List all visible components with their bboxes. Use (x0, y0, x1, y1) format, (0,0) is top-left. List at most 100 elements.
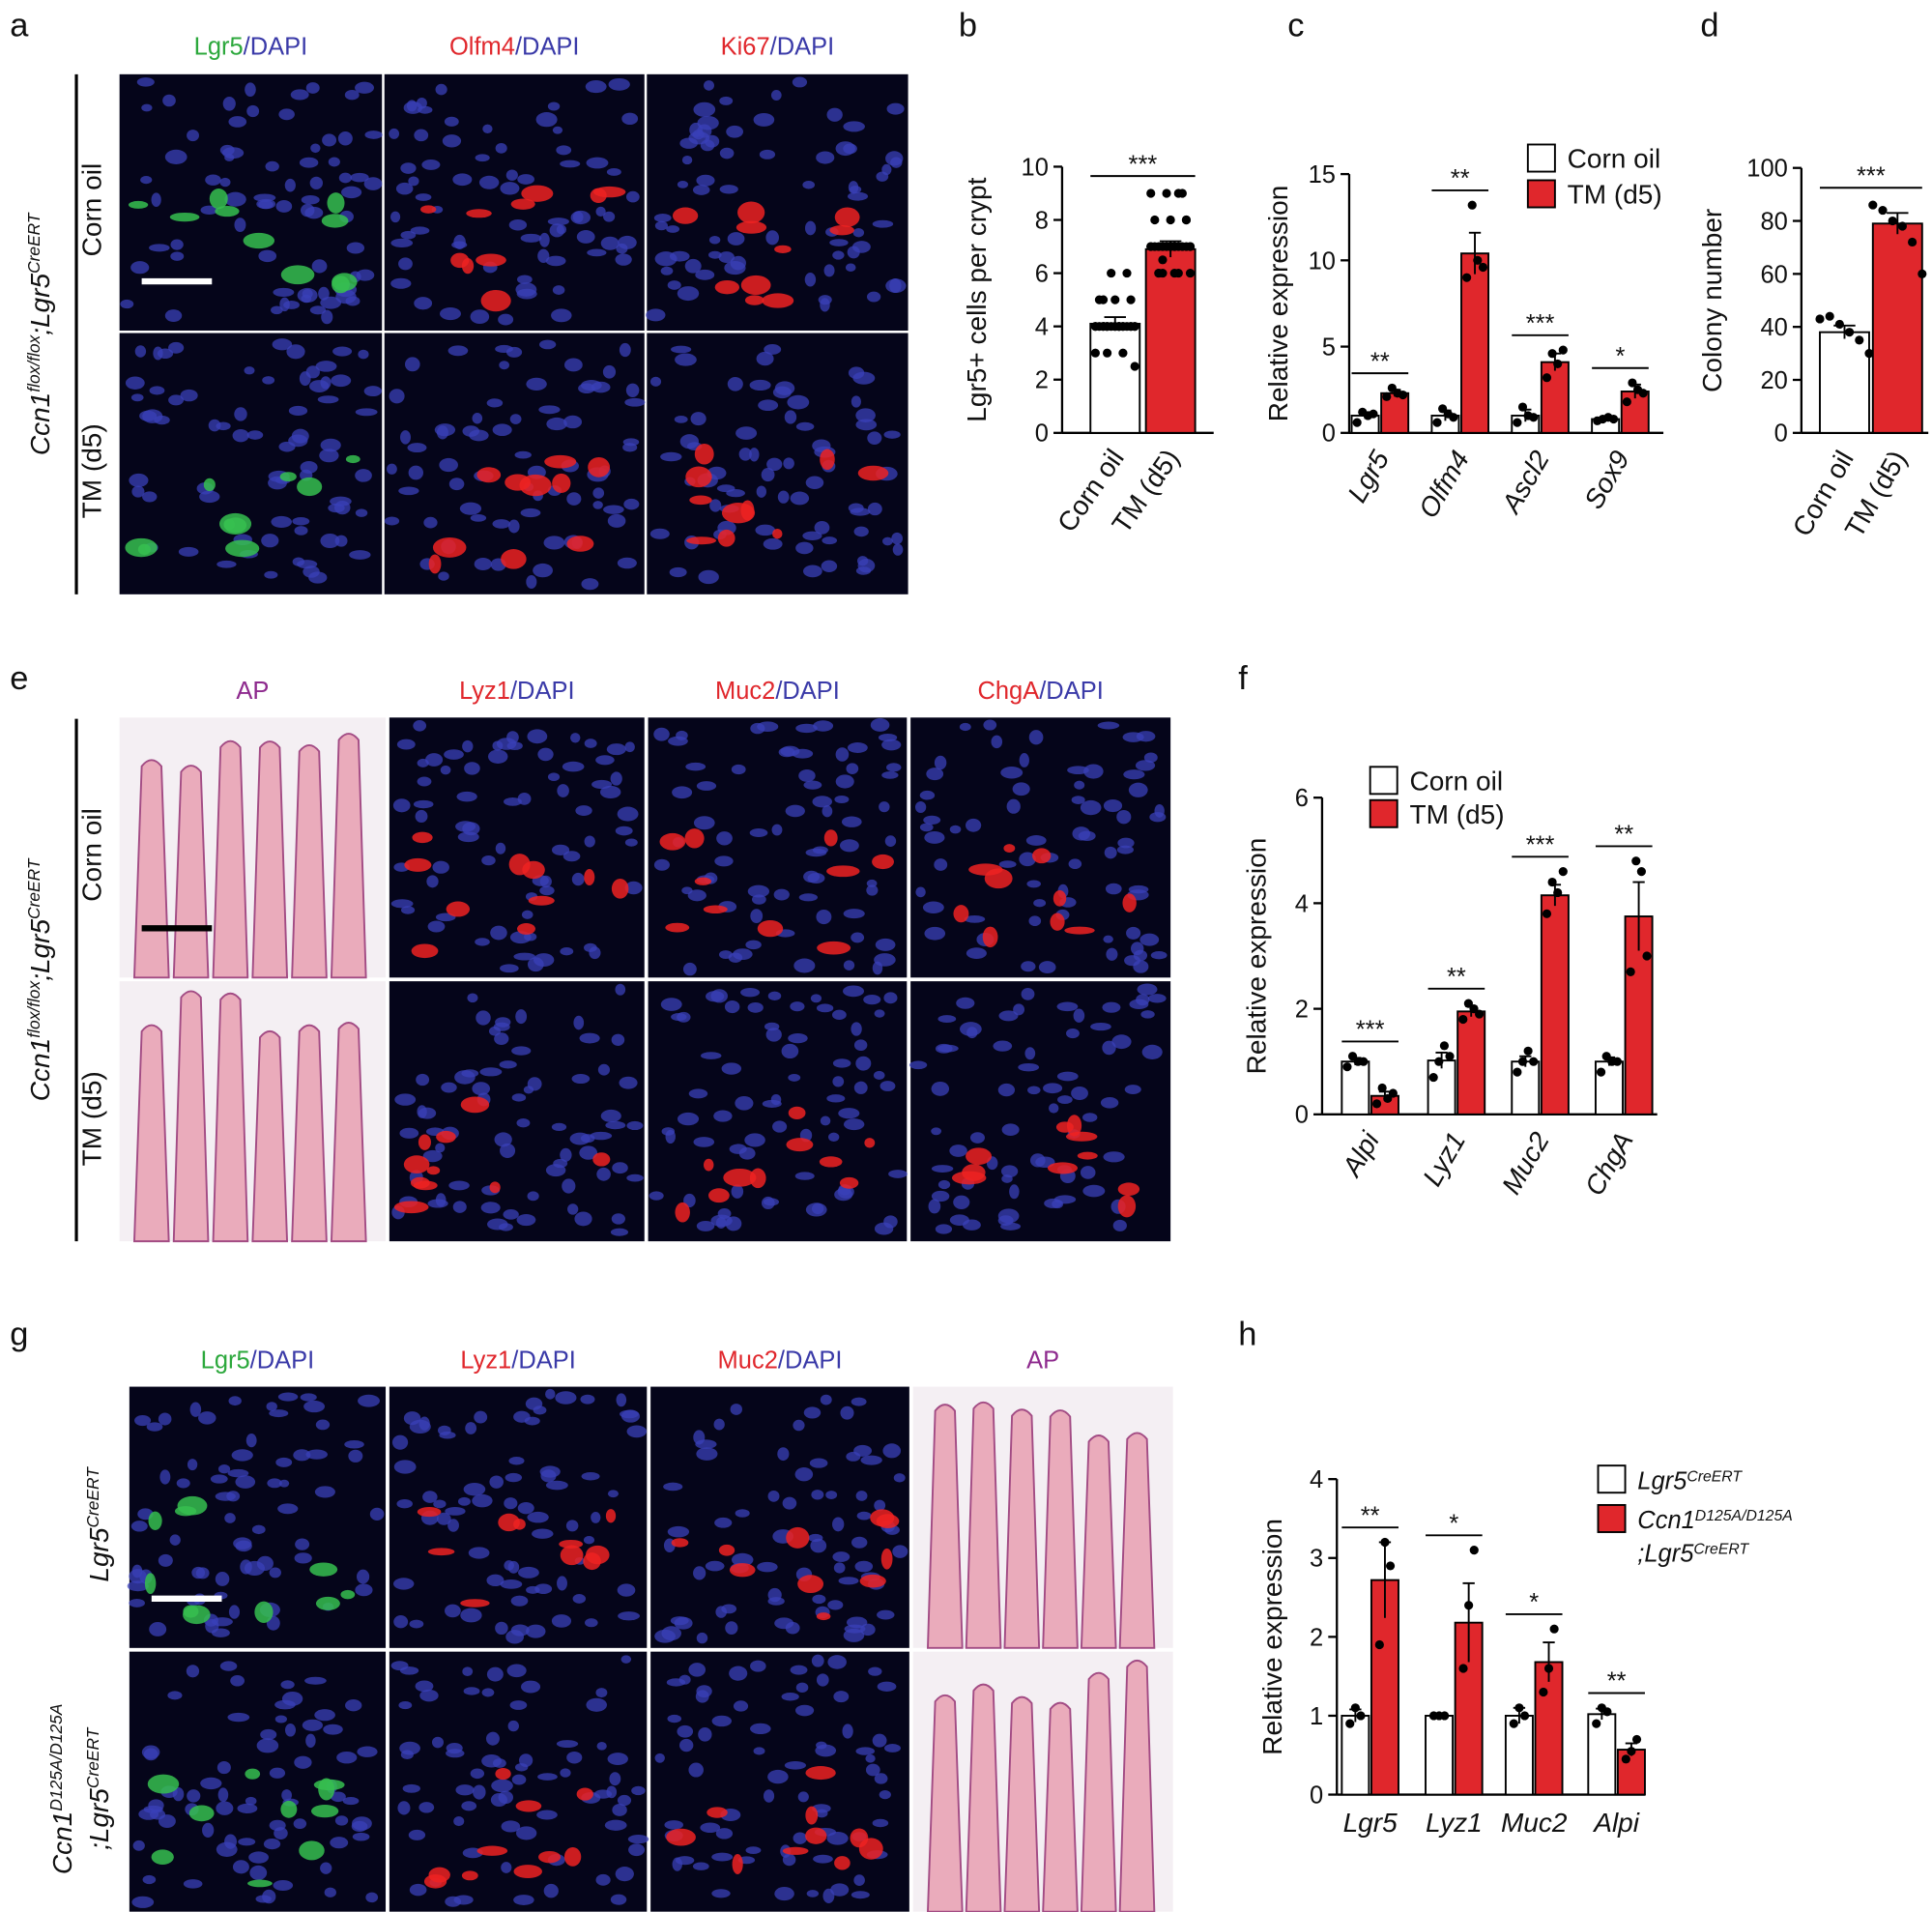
data-point (1122, 269, 1132, 278)
micrograph-texture (795, 723, 818, 734)
micrograph-texture (865, 1753, 876, 1763)
micrograph-texture (262, 376, 275, 385)
micrograph-texture (937, 1044, 959, 1053)
micrograph-texture (663, 1482, 683, 1492)
micrograph-texture (552, 126, 563, 134)
bar (1504, 1715, 1534, 1796)
micrograph-texture (832, 1517, 845, 1532)
data-point (1345, 1719, 1355, 1728)
micrograph-texture (513, 952, 535, 961)
micrograph-texture (130, 1521, 148, 1532)
data-point (1602, 1707, 1612, 1717)
micrograph-texture (707, 250, 722, 259)
micrograph-texture (934, 858, 948, 871)
data-point (1553, 359, 1563, 369)
micrograph-texture (475, 938, 490, 946)
micrograph-texture (569, 1132, 591, 1145)
micrograph-texture (563, 415, 583, 429)
micrograph-texture (149, 244, 170, 252)
micrograph-texture (812, 846, 828, 855)
micrograph-texture (654, 220, 669, 231)
micrograph-texture (597, 1063, 611, 1076)
micrograph-texture (1080, 1434, 1117, 1649)
micrograph-texture (300, 1393, 317, 1402)
micrograph-texture (808, 1533, 823, 1543)
significance-label: ** (1607, 1668, 1627, 1695)
text-part: TM (d5) (77, 1071, 107, 1166)
micrograph-texture (234, 407, 247, 421)
micrograph-texture (607, 1753, 628, 1766)
micrograph-texture (1137, 983, 1158, 996)
text-part: ;Lgr5 (84, 1788, 114, 1850)
micrograph-texture (1053, 1195, 1077, 1204)
micrograph-texture (364, 130, 383, 139)
micrograph-texture (696, 1632, 708, 1644)
micrograph-texture (258, 249, 277, 263)
data-point (1090, 348, 1100, 358)
text-part: /DAPI (510, 678, 575, 705)
micrograph-texture (1082, 1184, 1106, 1198)
micrograph-texture (756, 485, 766, 498)
micrograph-texture (825, 1491, 838, 1499)
micrograph-texture (176, 1478, 190, 1489)
micrograph-texture (223, 518, 235, 531)
micrograph-texture (230, 1675, 245, 1687)
y-tick-label: 4 (1035, 314, 1049, 341)
micrograph-texture (923, 815, 941, 826)
micrograph-texture (581, 1471, 600, 1481)
y-tick-label: 2 (1035, 367, 1049, 394)
micrograph-texture (357, 1569, 370, 1584)
significance-label: *** (1356, 1017, 1385, 1044)
micrograph-texture (949, 1144, 967, 1157)
micrograph-texture (847, 246, 860, 259)
micrograph-texture (216, 560, 237, 568)
micrograph-texture (517, 1501, 534, 1515)
micrograph-texture (566, 1751, 583, 1764)
micrograph-texture (436, 1130, 456, 1144)
micrograph-texture (434, 423, 456, 437)
micrograph-texture (770, 1093, 782, 1106)
data-point (1622, 397, 1631, 407)
micrograph-texture (731, 1552, 754, 1567)
micrograph-texture (892, 1545, 908, 1558)
micrograph-texture (705, 1560, 725, 1572)
micrograph-texture (269, 1567, 281, 1579)
micrograph-texture (859, 1574, 886, 1588)
micrograph-texture (815, 1744, 837, 1757)
micrograph-texture (397, 1801, 411, 1815)
panel-letter: e (10, 660, 28, 697)
micrograph-texture (320, 438, 341, 452)
micrograph-texture (802, 565, 822, 578)
micrograph-texture (1012, 782, 1030, 797)
micrograph-texture (487, 749, 508, 764)
row-label: Corn oil (77, 808, 107, 902)
micrograph-texture (256, 198, 276, 210)
micrograph-texture (605, 1120, 626, 1130)
row-label: ;Lgr5CreERT (83, 1726, 114, 1850)
data-point (1398, 390, 1408, 400)
micrograph-texture (320, 1862, 332, 1874)
micrograph-texture (294, 1552, 312, 1564)
micrograph-texture (798, 768, 816, 782)
micrograph-texture (417, 776, 432, 787)
micrograph-texture (832, 250, 845, 260)
micrograph-texture (322, 133, 337, 147)
micrograph-texture (565, 1520, 579, 1532)
micrograph-texture (460, 1096, 490, 1114)
micrograph-texture (676, 730, 688, 740)
data-point (1458, 1014, 1468, 1025)
micrograph-texture (235, 1540, 252, 1552)
data-point (1844, 328, 1855, 337)
micrograph-texture (1118, 1432, 1156, 1649)
micrograph-texture (279, 472, 297, 482)
micrograph-texture (667, 280, 681, 290)
micrograph-texture (277, 1503, 299, 1515)
micrograph-texture (151, 192, 161, 208)
micrograph-texture (719, 96, 734, 105)
micrograph-texture (783, 457, 794, 470)
micrograph-texture (872, 219, 894, 228)
micrograph-texture (256, 1738, 279, 1753)
micrograph-texture (492, 519, 510, 529)
micrograph-texture (228, 1605, 241, 1619)
micrograph-texture (587, 248, 607, 257)
